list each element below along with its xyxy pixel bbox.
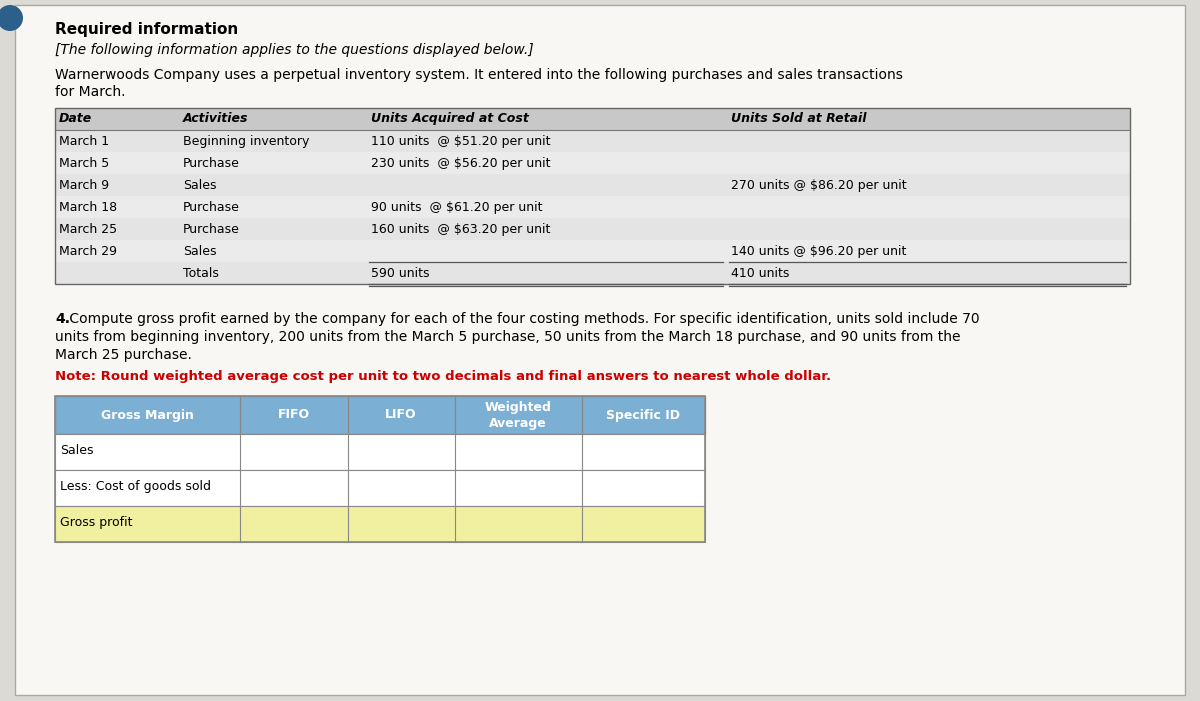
Text: 4.: 4. <box>55 312 70 326</box>
Bar <box>55 262 1130 284</box>
Text: Specific ID: Specific ID <box>606 409 680 421</box>
Text: March 9: March 9 <box>59 179 109 192</box>
Text: Purchase: Purchase <box>182 223 240 236</box>
Text: Weighted
Average: Weighted Average <box>485 400 552 430</box>
Text: Sales: Sales <box>182 245 216 258</box>
Bar <box>55 434 706 470</box>
Text: Gross profit: Gross profit <box>60 516 132 529</box>
Bar <box>55 108 1130 284</box>
Text: Date: Date <box>59 112 92 125</box>
Text: Sales: Sales <box>60 444 94 457</box>
Bar <box>55 196 1130 218</box>
Text: 90 units  @ $61.20 per unit: 90 units @ $61.20 per unit <box>371 201 542 214</box>
Bar <box>55 108 1130 130</box>
Text: Note: Round weighted average cost per unit to two decimals and final answers to : Note: Round weighted average cost per un… <box>55 370 832 383</box>
Text: March 25 purchase.: March 25 purchase. <box>55 348 192 362</box>
Text: Required information: Required information <box>55 22 239 37</box>
Bar <box>55 470 706 506</box>
Text: for March.: for March. <box>55 85 126 99</box>
Text: FIFO: FIFO <box>278 409 310 421</box>
Text: Beginning inventory: Beginning inventory <box>182 135 310 148</box>
Text: Sales: Sales <box>182 179 216 192</box>
Text: [The following information applies to the questions displayed below.]: [The following information applies to th… <box>55 43 534 57</box>
Text: Compute gross profit earned by the company for each of the four costing methods.: Compute gross profit earned by the compa… <box>65 312 979 326</box>
Text: 410 units: 410 units <box>731 267 790 280</box>
Circle shape <box>0 5 23 31</box>
Text: 230 units  @ $56.20 per unit: 230 units @ $56.20 per unit <box>371 157 551 170</box>
Bar <box>55 240 1130 262</box>
Text: 160 units  @ $63.20 per unit: 160 units @ $63.20 per unit <box>371 223 550 236</box>
Text: 110 units  @ $51.20 per unit: 110 units @ $51.20 per unit <box>371 135 551 148</box>
Text: units from beginning inventory, 200 units from the March 5 purchase, 50 units fr: units from beginning inventory, 200 unit… <box>55 330 960 344</box>
Text: March 25: March 25 <box>59 223 118 236</box>
Text: 140 units @ $96.20 per unit: 140 units @ $96.20 per unit <box>731 245 906 258</box>
Text: Purchase: Purchase <box>182 201 240 214</box>
Bar <box>55 506 706 542</box>
Text: Warnerwoods Company uses a perpetual inventory system. It entered into the follo: Warnerwoods Company uses a perpetual inv… <box>55 68 902 82</box>
Bar <box>55 396 706 434</box>
Bar <box>55 396 706 542</box>
Bar <box>55 218 1130 240</box>
Text: March 18: March 18 <box>59 201 118 214</box>
Text: 590 units: 590 units <box>371 267 430 280</box>
Bar <box>55 152 1130 174</box>
Text: Totals: Totals <box>182 267 218 280</box>
Text: Units Sold at Retail: Units Sold at Retail <box>731 112 866 125</box>
Text: 270 units @ $86.20 per unit: 270 units @ $86.20 per unit <box>731 179 906 192</box>
Text: !: ! <box>6 11 13 26</box>
Text: LIFO: LIFO <box>385 409 416 421</box>
Text: March 1: March 1 <box>59 135 109 148</box>
Bar <box>55 174 1130 196</box>
Text: March 5: March 5 <box>59 157 109 170</box>
Text: Less: Cost of goods sold: Less: Cost of goods sold <box>60 480 211 493</box>
Text: Gross Margin: Gross Margin <box>101 409 194 421</box>
Text: Purchase: Purchase <box>182 157 240 170</box>
Bar <box>55 130 1130 152</box>
Text: Activities: Activities <box>182 112 248 125</box>
Text: March 29: March 29 <box>59 245 118 258</box>
Text: Units Acquired at Cost: Units Acquired at Cost <box>371 112 529 125</box>
